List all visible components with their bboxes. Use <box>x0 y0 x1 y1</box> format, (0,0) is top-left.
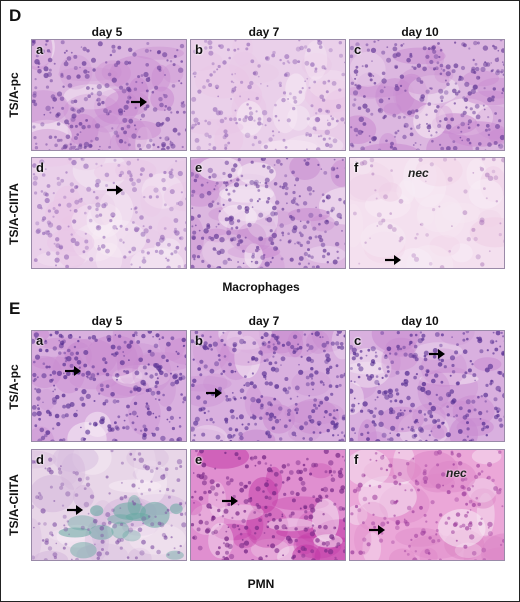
micrograph-d-b: b <box>190 39 346 151</box>
tissue-texture <box>191 40 345 150</box>
row-label-tsa-ciita-e: TS/A-CIITA <box>7 474 21 536</box>
micrograph-e-a: a <box>31 330 187 442</box>
micrograph-d-c: c <box>349 39 505 151</box>
panel-letter-d: D <box>9 6 22 25</box>
column-header-day10-e: day 10 <box>401 314 439 328</box>
subpanel-letter: b <box>195 333 203 348</box>
micrograph-d-f: f nec <box>349 157 505 269</box>
subpanel-letter: c <box>354 42 362 57</box>
arrow-icon <box>67 505 83 515</box>
arrow-icon <box>131 97 147 107</box>
arrow-icon <box>107 185 123 195</box>
subpanel-letter: e <box>195 160 203 175</box>
column-header-day5-e: day 5 <box>91 314 123 328</box>
tissue-texture <box>32 331 186 441</box>
micrograph-e-f: f nec <box>349 449 505 561</box>
micrograph-d-e: e <box>190 157 346 269</box>
tissue-texture <box>32 450 186 560</box>
subpanel-letter: e <box>195 452 203 467</box>
row-label-tsa-pc-d: TS/A-pc <box>7 72 21 118</box>
arrow-icon <box>429 349 445 359</box>
arrow-icon <box>222 496 238 506</box>
row-label-tsa-pc-e: TS/A-pc <box>7 364 21 410</box>
micrograph-e-b: b <box>190 330 346 442</box>
tissue-texture <box>191 158 345 268</box>
column-header-day10-d: day 10 <box>401 25 439 39</box>
arrow-icon <box>385 255 401 265</box>
arrow-icon <box>65 366 81 376</box>
micrograph-e-e: e <box>190 449 346 561</box>
tissue-texture <box>32 158 186 268</box>
subpanel-letter: a <box>36 333 44 348</box>
subpanel-letter: c <box>354 333 362 348</box>
necrosis-label: nec <box>446 466 467 480</box>
micrograph-e-d: d <box>31 449 187 561</box>
tissue-texture <box>350 158 504 268</box>
tissue-texture <box>32 40 186 150</box>
subpanel-letter: f <box>354 160 359 175</box>
tissue-texture <box>350 450 504 560</box>
subpanel-letter: d <box>36 452 44 467</box>
caption-macrophages: Macrophages <box>222 280 300 294</box>
subpanel-letter: a <box>36 42 44 57</box>
tissue-texture <box>350 331 504 441</box>
subpanel-letter: d <box>36 160 44 175</box>
micrograph-d-d: d <box>31 157 187 269</box>
column-header-day5-d: day 5 <box>91 25 123 39</box>
tissue-texture <box>191 331 345 441</box>
row-label-tsa-ciita-d: TS/A-CIITA <box>7 183 21 245</box>
tissue-texture <box>350 40 504 150</box>
arrow-icon <box>369 525 385 535</box>
column-header-day7-d: day 7 <box>248 25 280 39</box>
panel-letter-e: E <box>9 299 21 318</box>
column-header-day7-e: day 7 <box>248 314 280 328</box>
necrosis-label: nec <box>408 166 429 180</box>
subpanel-letter: f <box>354 452 359 467</box>
tissue-texture <box>191 450 345 560</box>
micrograph-e-c: c <box>349 330 505 442</box>
subpanel-letter: b <box>195 42 203 57</box>
caption-pmn: PMN <box>247 577 275 591</box>
micrograph-d-a: a <box>31 39 187 151</box>
arrow-icon <box>206 388 222 398</box>
